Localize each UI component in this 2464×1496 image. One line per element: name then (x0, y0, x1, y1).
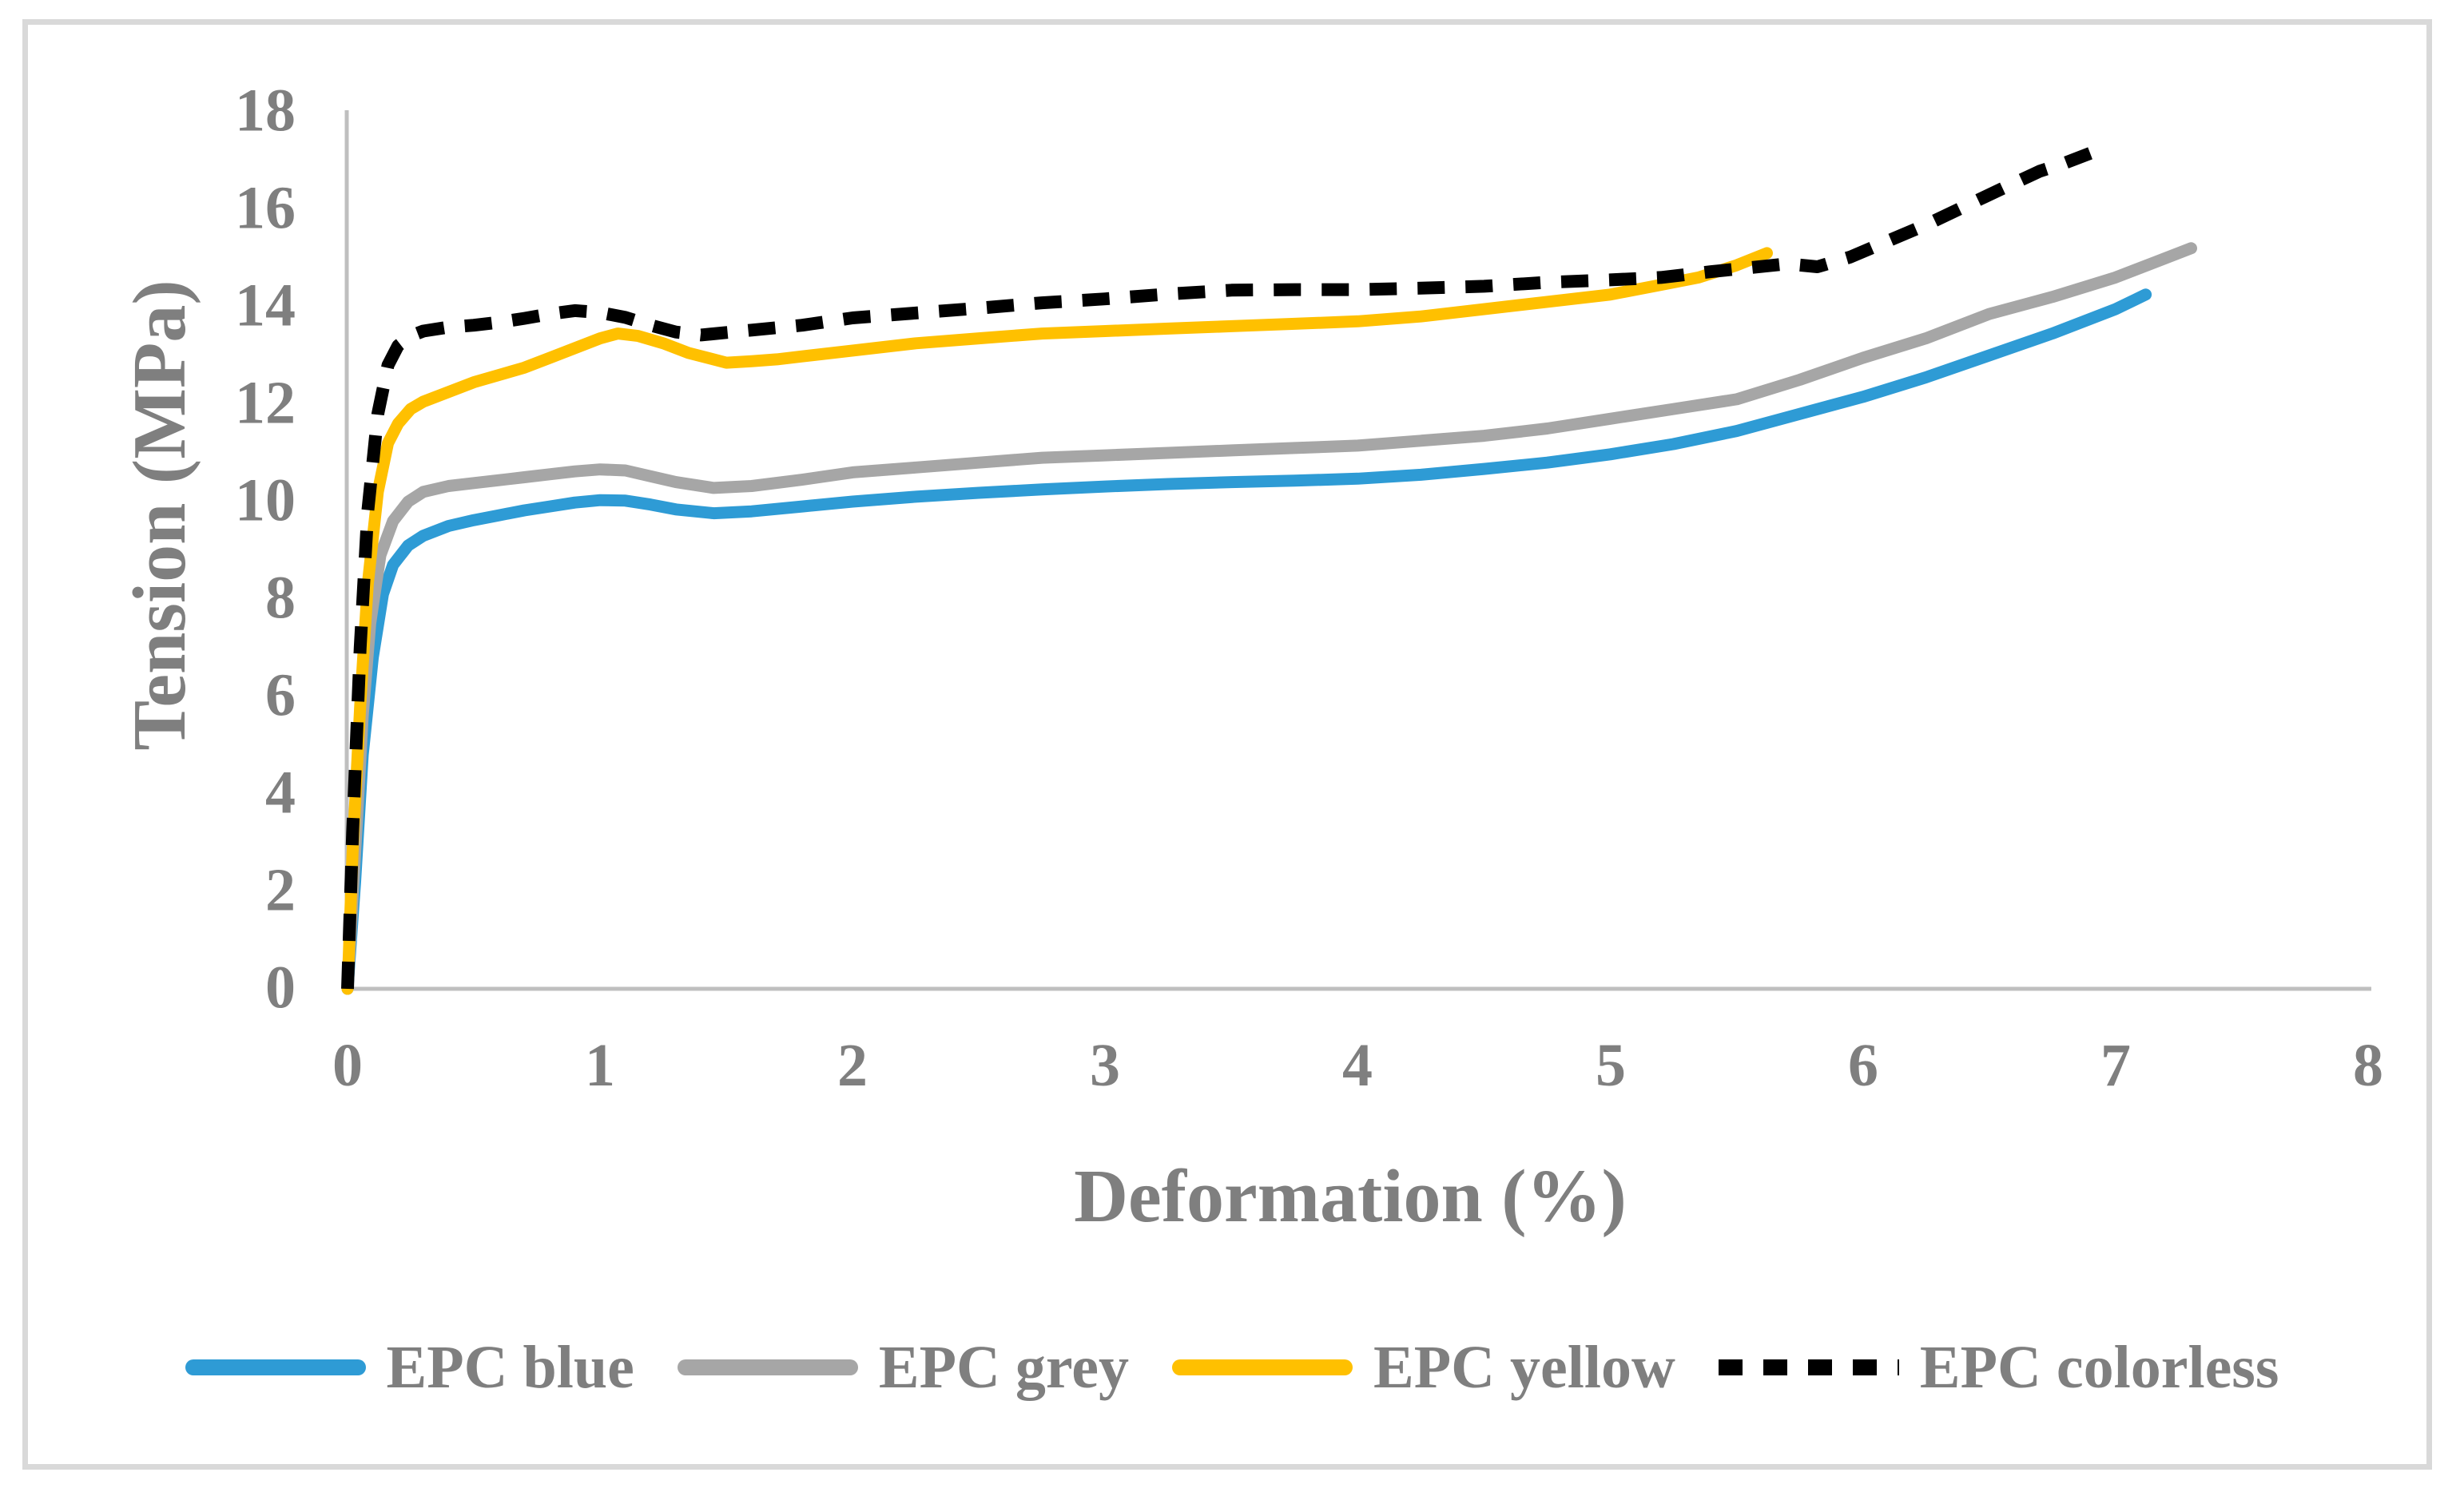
legend-label-epc-blue: EPC blue (386, 1334, 634, 1401)
y-tick-12: 12 (235, 369, 296, 437)
legend-label-epc-grey: EPC grey (878, 1334, 1130, 1401)
figure-border (22, 19, 2432, 1470)
legend-item-epc-grey: EPC grey (677, 1334, 1130, 1401)
legend-item-epc-colorless: EPC colorless (1718, 1334, 2279, 1401)
series-line-epc-grey (341, 242, 2197, 995)
x-tick-3: 3 (1090, 1032, 1120, 1099)
x-tick-6: 6 (1848, 1032, 1878, 1099)
y-tick-2: 2 (265, 856, 296, 924)
y-tick-0: 0 (265, 954, 296, 1022)
y-tick-4: 4 (265, 759, 296, 827)
y-axis-title: Tension (MPa) (118, 280, 201, 751)
legend-item-epc-yellow: EPC yellow (1172, 1337, 1675, 1398)
legend-item-epc-blue: EPC blue (185, 1337, 634, 1398)
series-line-epc-blue (341, 288, 2152, 995)
y-tick-18: 18 (235, 77, 296, 145)
legend: EPC blue EPC grey EPC yellow EPC colorle… (0, 1337, 2464, 1398)
y-tick-10: 10 (235, 466, 296, 534)
legend-swatch-epc-blue (185, 1359, 366, 1375)
series-line-epc-yellow (341, 247, 1773, 995)
x-tick-1: 1 (585, 1032, 615, 1099)
legend-swatch-epc-yellow (1172, 1359, 1353, 1375)
legend-label-epc-colorless: EPC colorless (1919, 1334, 2279, 1401)
y-tick-16: 16 (235, 174, 296, 242)
x-tick-7: 7 (2100, 1032, 2131, 1099)
x-tick-5: 5 (1596, 1032, 1626, 1099)
y-tick-8: 8 (265, 564, 296, 632)
series-line-epc-colorless (341, 147, 2092, 990)
x-axis-title: Deformation (%) (1074, 1155, 1627, 1238)
legend-label-epc-yellow: EPC yellow (1373, 1334, 1675, 1401)
x-tick-2: 2 (837, 1032, 868, 1099)
legend-swatch-epc-grey (677, 1359, 858, 1375)
legend-swatch-epc-colorless (1718, 1359, 1899, 1375)
y-tick-6: 6 (265, 661, 296, 729)
x-tick-4: 4 (1342, 1032, 1373, 1099)
x-tick-8: 8 (2353, 1032, 2383, 1099)
x-tick-0: 0 (332, 1032, 363, 1099)
y-tick-14: 14 (235, 272, 296, 339)
